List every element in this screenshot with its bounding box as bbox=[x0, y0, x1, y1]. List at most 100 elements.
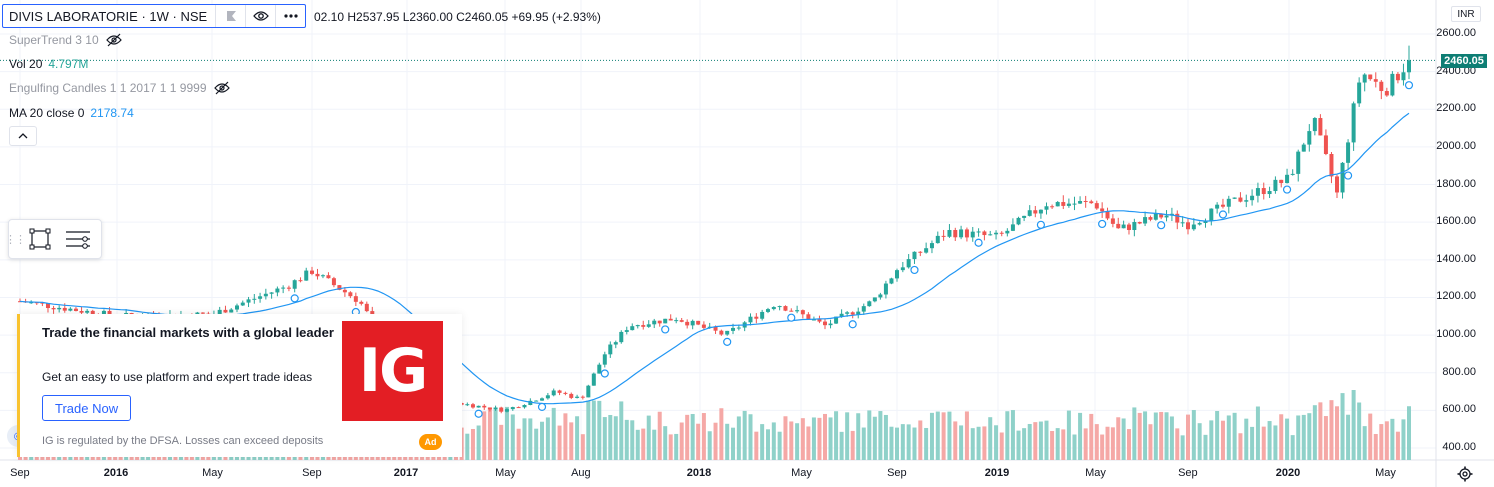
candle-body bbox=[817, 319, 822, 322]
candle-body bbox=[1244, 200, 1249, 202]
volume-bar bbox=[1407, 406, 1411, 460]
candle-body bbox=[1022, 215, 1027, 218]
price-tick-label: 1200.00 bbox=[1436, 290, 1476, 303]
candle-body bbox=[45, 303, 50, 309]
indicator-volume[interactable]: Vol 20 4.797M bbox=[9, 57, 88, 71]
eye-icon[interactable] bbox=[245, 5, 275, 27]
candle-body bbox=[1044, 206, 1049, 210]
engulfing-marker bbox=[723, 337, 732, 346]
candle-body bbox=[510, 407, 515, 410]
candle-body bbox=[1340, 162, 1345, 193]
candle-body bbox=[487, 407, 492, 410]
volume-bar bbox=[935, 411, 940, 460]
candle-body bbox=[1033, 210, 1038, 214]
candle-body bbox=[359, 301, 364, 304]
volume-bar bbox=[1340, 393, 1345, 460]
volume-bar bbox=[845, 412, 850, 460]
collapse-indicators-button[interactable] bbox=[9, 126, 37, 146]
candle-body bbox=[1255, 188, 1260, 196]
candle-body bbox=[959, 229, 964, 238]
lines-tool-button[interactable] bbox=[59, 220, 97, 258]
volume-bar bbox=[964, 411, 969, 460]
volume-bar bbox=[1318, 402, 1323, 460]
volume-bar bbox=[1335, 406, 1339, 460]
volume-bar bbox=[534, 428, 539, 460]
candle-body bbox=[258, 296, 263, 299]
volume-bar bbox=[1033, 422, 1038, 460]
drag-handle-icon[interactable]: ⋮⋮ bbox=[5, 233, 26, 246]
candle-body bbox=[1110, 218, 1115, 224]
volume-bar bbox=[591, 400, 596, 460]
rectangle-tool-button[interactable] bbox=[21, 220, 59, 258]
ig-logo[interactable]: IG bbox=[342, 321, 443, 421]
volume-bar bbox=[1186, 414, 1190, 460]
engulfing-marker bbox=[1036, 220, 1046, 229]
trade-now-button[interactable]: Trade Now bbox=[42, 395, 132, 421]
eye-crossed-icon[interactable] bbox=[213, 81, 231, 95]
gear-icon[interactable] bbox=[1456, 465, 1474, 483]
candle-body bbox=[292, 280, 297, 289]
more-icon[interactable] bbox=[275, 5, 305, 27]
engulfing-marker bbox=[1218, 210, 1228, 219]
indicator-supertrend[interactable]: SuperTrend 3 10 bbox=[9, 33, 123, 47]
price-tick-label: 800.00 bbox=[1442, 365, 1476, 378]
candle-body bbox=[57, 307, 62, 310]
volume-bar bbox=[900, 424, 905, 460]
price-tick-label: 1000.00 bbox=[1436, 328, 1476, 341]
candle-body bbox=[1346, 142, 1351, 163]
volume-bar bbox=[850, 430, 855, 460]
volume-bar bbox=[1203, 434, 1208, 460]
volume-bar bbox=[685, 414, 690, 460]
candle-body bbox=[1323, 135, 1328, 154]
volume-bar bbox=[1027, 423, 1032, 460]
candle-body bbox=[107, 310, 112, 316]
volume-bar bbox=[563, 413, 568, 460]
symbol-title[interactable]: DIVIS LABORATORIE · 1W · NSE bbox=[9, 8, 208, 24]
volume-bar bbox=[959, 425, 964, 460]
engulfing-marker bbox=[848, 320, 857, 329]
volume-bar bbox=[1105, 426, 1110, 460]
candle-body bbox=[731, 327, 736, 331]
eye-crossed-icon[interactable] bbox=[105, 33, 123, 47]
candle-body bbox=[777, 306, 782, 308]
candle-body bbox=[1083, 201, 1088, 203]
candle-body bbox=[545, 395, 550, 399]
candle-body bbox=[304, 270, 309, 281]
volume-bar bbox=[719, 408, 724, 460]
candle-body bbox=[298, 280, 303, 282]
ad-panel[interactable]: Trade the financial markets with a globa… bbox=[17, 314, 462, 457]
candle-body bbox=[811, 319, 816, 321]
indicator-ma[interactable]: MA 20 close 0 2178.74 bbox=[9, 106, 134, 120]
flag-icon[interactable] bbox=[215, 5, 245, 27]
volume-bar bbox=[1055, 428, 1060, 460]
time-tick-label: 2019 bbox=[984, 467, 1010, 479]
engulfing-marker bbox=[1157, 221, 1166, 230]
engulfing-marker bbox=[661, 325, 670, 334]
volume-bar bbox=[783, 416, 788, 460]
candle-body bbox=[924, 248, 929, 253]
drawing-toolbar[interactable]: ⋮⋮ bbox=[5, 219, 102, 259]
candle-body bbox=[269, 292, 274, 294]
candle-body bbox=[1209, 208, 1214, 221]
candle-body bbox=[1105, 211, 1110, 219]
candle-body bbox=[476, 405, 481, 408]
candle-body bbox=[856, 311, 861, 315]
candle-body bbox=[1390, 73, 1395, 96]
volume-bar bbox=[1148, 424, 1153, 460]
volume-bar bbox=[760, 424, 765, 460]
candle-body bbox=[1159, 213, 1164, 218]
volume-bar bbox=[580, 434, 585, 460]
candle-body bbox=[988, 234, 993, 236]
volume-bar bbox=[1285, 418, 1290, 460]
volume-bar bbox=[1100, 434, 1105, 460]
symbol-header[interactable]: DIVIS LABORATORIE · 1W · NSE bbox=[2, 4, 307, 28]
currency-label[interactable]: INR bbox=[1451, 6, 1481, 22]
volume-bar bbox=[470, 428, 475, 460]
volume-bar bbox=[1072, 434, 1077, 460]
candle-body bbox=[79, 311, 84, 313]
last-price-label: 2460.05 bbox=[1441, 54, 1487, 68]
candle-body bbox=[690, 320, 695, 326]
candle-body bbox=[674, 320, 679, 322]
candle-body bbox=[1089, 201, 1094, 204]
indicator-engulfing[interactable]: Engulfing Candles 1 1 2017 1 1 9999 bbox=[9, 81, 231, 95]
